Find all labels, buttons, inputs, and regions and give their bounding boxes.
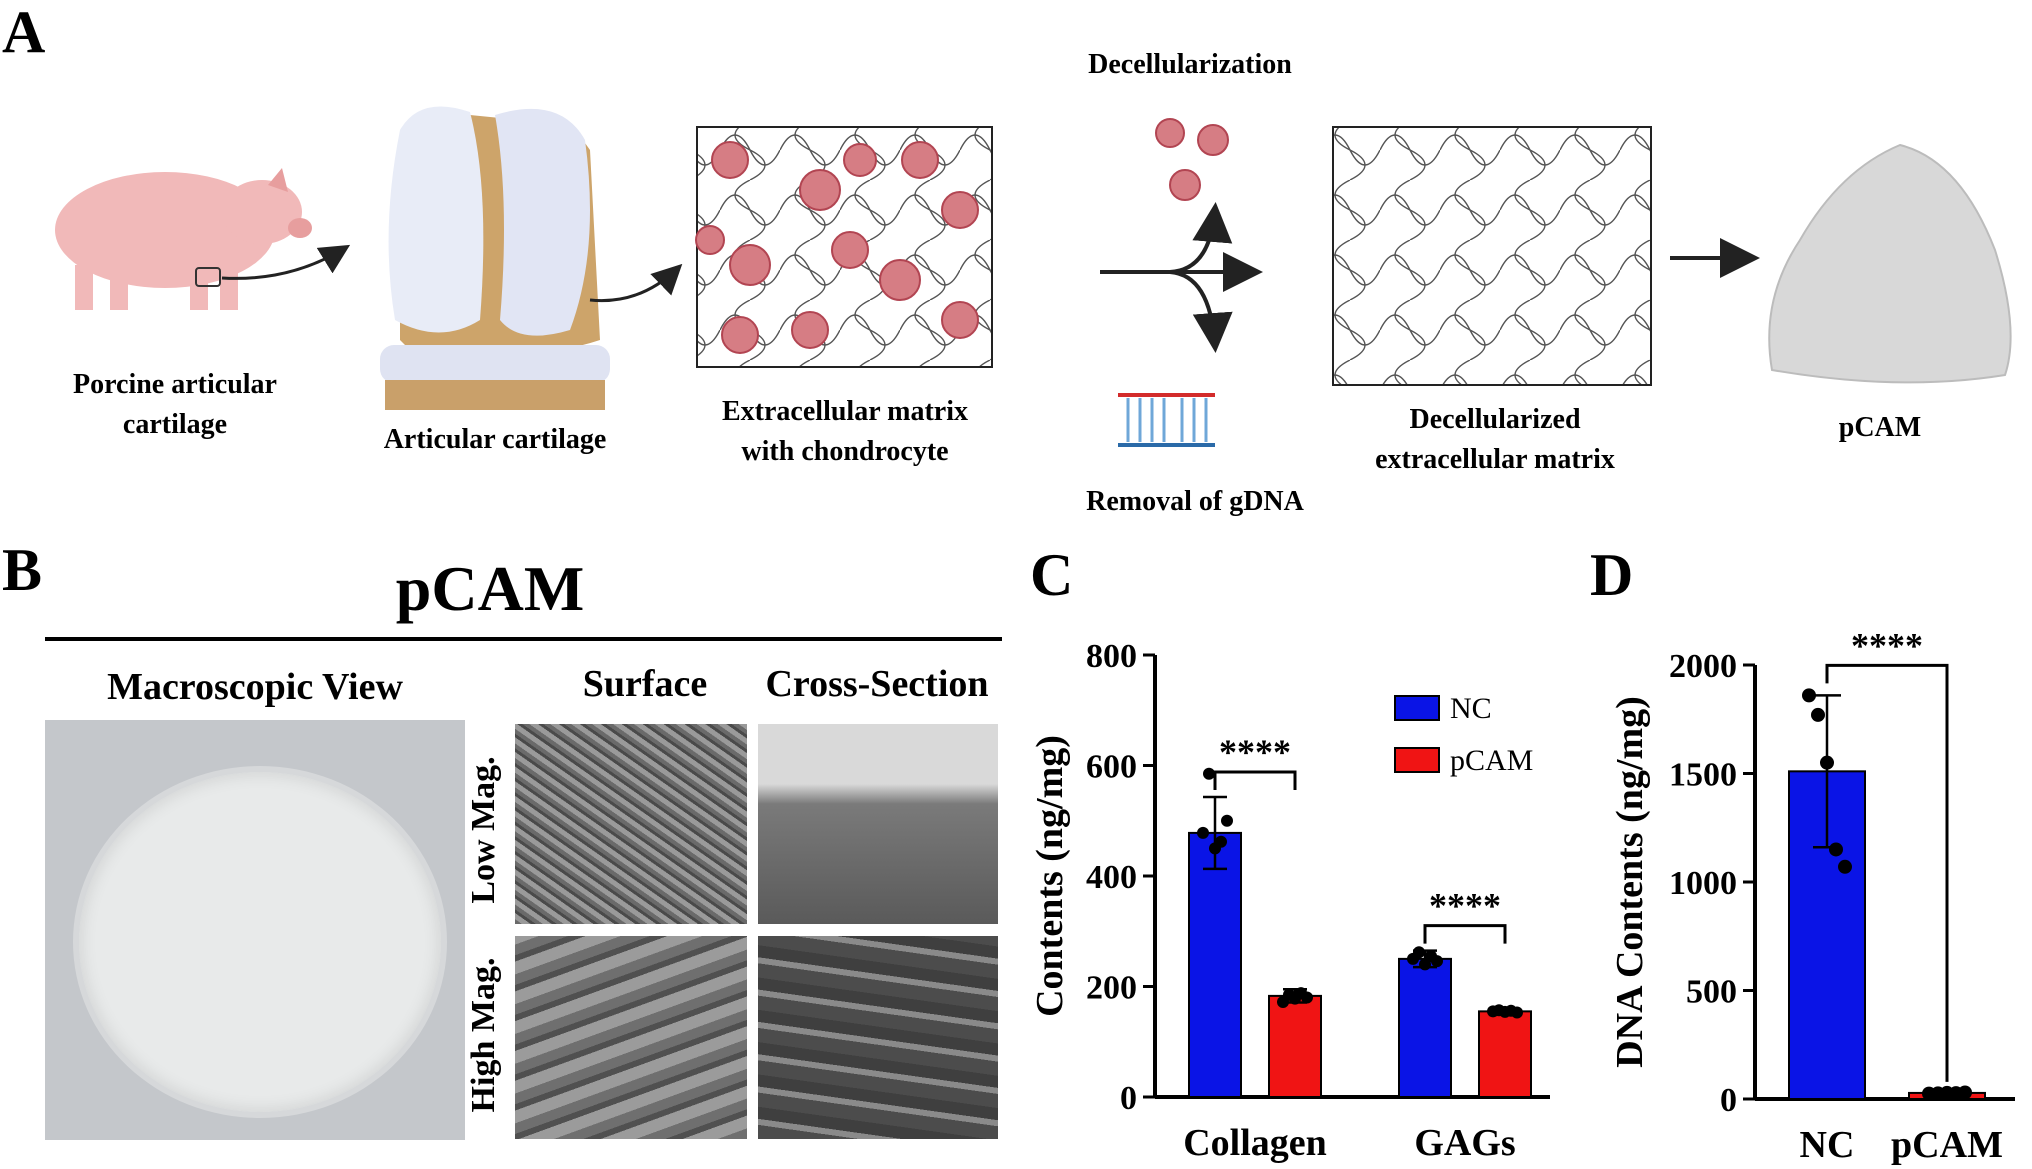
low-mag-label: Low Mag. bbox=[465, 756, 502, 904]
decellularized-ecm-image bbox=[1332, 126, 1652, 386]
data-point bbox=[1301, 991, 1313, 1004]
data-point bbox=[1829, 842, 1843, 857]
label-line: extracellular matrix bbox=[1375, 444, 1615, 475]
significance-bracket bbox=[1423, 924, 1507, 944]
decellularization-process-icon bbox=[1100, 118, 1263, 447]
x-tick-label: Collagen bbox=[1183, 1122, 1327, 1164]
y-tick-label: 1500 bbox=[1669, 757, 1737, 794]
data-point bbox=[1811, 707, 1825, 722]
data-point bbox=[1221, 814, 1233, 827]
panel-b-divider bbox=[45, 637, 1002, 641]
sem-cross-high bbox=[758, 936, 998, 1139]
y-axis-label: DNA Contents (ng/mg) bbox=[1609, 696, 1651, 1068]
significance-bracket bbox=[1825, 663, 1949, 1082]
label-line: Articular cartilage bbox=[383, 424, 607, 455]
cross-section-label: Cross-Section bbox=[765, 663, 989, 705]
y-tick-label: 800 bbox=[1086, 638, 1137, 675]
ecm-chondrocyte-image bbox=[695, 126, 993, 368]
panel-b-title: pCAM bbox=[395, 553, 585, 624]
label-decellularized-ecm: Decellularized extracellular matrix bbox=[1320, 400, 1670, 480]
legend-label: NC bbox=[1450, 692, 1492, 725]
y-tick-label: 600 bbox=[1086, 749, 1137, 786]
data-point bbox=[1419, 958, 1431, 971]
panel-letter-d: D bbox=[1590, 542, 1634, 608]
data-point bbox=[1197, 826, 1209, 839]
significance-label: **** bbox=[1429, 886, 1501, 926]
data-point bbox=[1431, 955, 1443, 968]
y-tick-label: 1000 bbox=[1669, 865, 1737, 902]
y-tick-label: 200 bbox=[1086, 970, 1137, 1007]
data-point bbox=[1802, 688, 1816, 703]
sem-surface-low bbox=[515, 724, 747, 924]
pcam-sample-icon bbox=[1768, 143, 2012, 384]
bar bbox=[1478, 1010, 1532, 1098]
x-tick-label: GAGs bbox=[1414, 1122, 1515, 1164]
label-line: Decellularized bbox=[1409, 404, 1581, 435]
y-tick-label: 500 bbox=[1686, 974, 1737, 1011]
macroscopic-view-label: Macroscopic View bbox=[107, 666, 403, 708]
sem-cross-low bbox=[758, 724, 998, 924]
data-point bbox=[1958, 1085, 1972, 1100]
label-line: with chondrocyte bbox=[741, 436, 949, 467]
macroscopic-photo bbox=[45, 720, 465, 1140]
panel-letter-b: B bbox=[2, 537, 43, 603]
significance-bracket bbox=[1213, 770, 1297, 790]
petri-dish-icon bbox=[73, 766, 447, 1118]
label-porcine: Porcine articular cartilage bbox=[30, 365, 320, 445]
bar bbox=[1268, 994, 1322, 1098]
data-point bbox=[1413, 946, 1425, 959]
bar bbox=[1788, 770, 1866, 1101]
y-tick-label: 400 bbox=[1086, 859, 1137, 896]
sem-surface-high bbox=[515, 936, 747, 1139]
legend-swatch bbox=[1394, 747, 1440, 773]
significance-label: **** bbox=[1219, 732, 1291, 772]
knee-joint-icon bbox=[380, 106, 683, 410]
label-line: cartilage bbox=[122, 409, 228, 440]
data-point bbox=[1820, 755, 1834, 770]
label-removal-gdna: Removal of gDNA bbox=[1086, 486, 1304, 517]
y-tick-label: 0 bbox=[1720, 1082, 1737, 1119]
y-tick-label: 2000 bbox=[1669, 648, 1737, 685]
data-point bbox=[1511, 1006, 1523, 1019]
label-pcam: pCAM bbox=[1820, 408, 1940, 448]
label-decellularization: Decellularization bbox=[1088, 49, 1292, 80]
arrow-icon bbox=[221, 244, 351, 280]
label-ecm: Extracellular matrix with chondrocyte bbox=[680, 392, 1010, 472]
arrow-icon bbox=[589, 263, 683, 303]
label-line: Porcine articular bbox=[73, 369, 277, 400]
pig-icon bbox=[55, 168, 312, 310]
label-articular: Articular cartilage bbox=[345, 420, 645, 460]
significance-label: **** bbox=[1851, 625, 1923, 665]
bar bbox=[1398, 957, 1452, 1098]
data-point bbox=[1203, 767, 1215, 780]
y-tick-label: 0 bbox=[1120, 1080, 1137, 1117]
legend-swatch bbox=[1394, 695, 1440, 721]
y-axis-label: Contents (ng/mg) bbox=[1029, 735, 1071, 1017]
legend-label: pCAM bbox=[1450, 744, 1533, 777]
schematic-illustrations bbox=[55, 106, 2012, 447]
label-line: Extracellular matrix bbox=[722, 396, 968, 427]
data-point bbox=[1215, 835, 1227, 848]
label-line: pCAM bbox=[1838, 412, 1922, 443]
x-tick-label: NC bbox=[1800, 1124, 1855, 1166]
chart-d: 0 500 1000 1500 2000 DNA Contents (ng/mg) NC pC… bbox=[1609, 625, 2015, 1166]
surface-label: Surface bbox=[582, 663, 708, 705]
high-mag-label: High Mag. bbox=[465, 957, 502, 1113]
data-point bbox=[1838, 859, 1852, 874]
chart-c: 0 200 400 600 800 Contents (ng/mg) Collagen ***… bbox=[1029, 638, 1550, 1164]
x-tick-label: pCAM bbox=[1891, 1124, 2003, 1166]
panel-letter-c: C bbox=[1030, 542, 1074, 608]
panel-letter-a: A bbox=[2, 0, 46, 65]
bar bbox=[1188, 831, 1242, 1098]
